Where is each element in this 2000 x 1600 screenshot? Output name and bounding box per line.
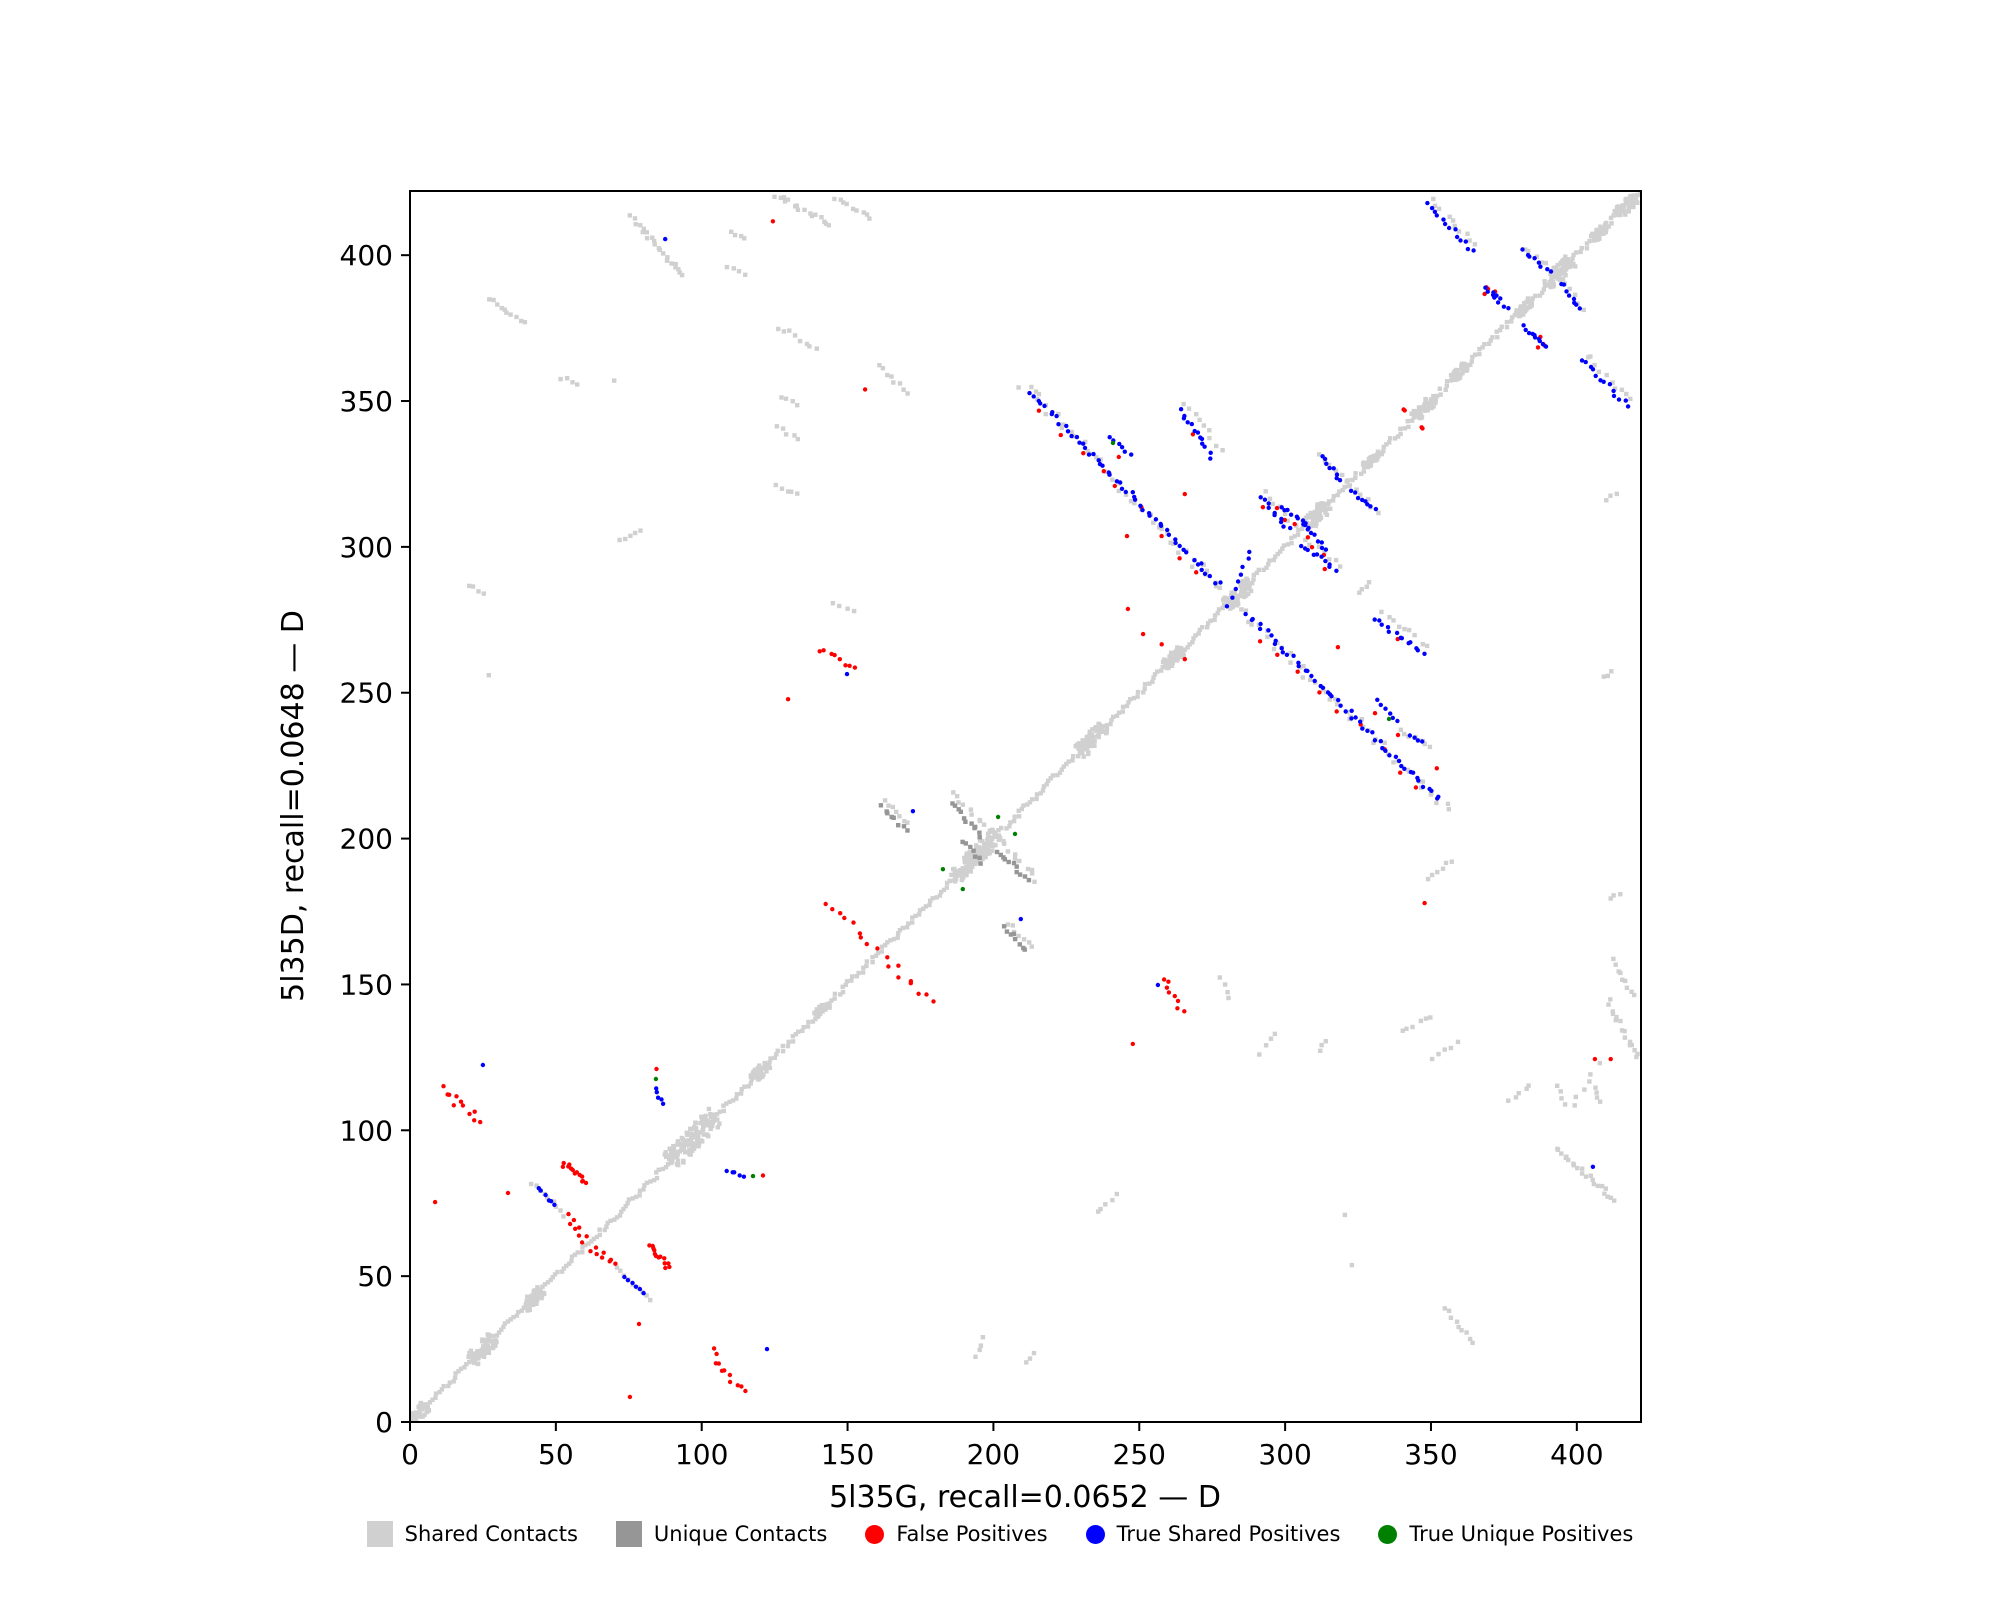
legend: Shared Contacts Unique Contacts False Posi… (0, 1521, 2000, 1547)
y-tick-label: 200 (340, 823, 393, 856)
x-tick-label: 50 (538, 1438, 574, 1471)
legend-label-unique: Unique Contacts (653, 1522, 828, 1546)
scatter-points-layer (410, 191, 1641, 1422)
series-unique (878, 801, 1032, 952)
legend-marker-tup-icon (1378, 1524, 1398, 1544)
y-axis-label: 5l35D, recall=0.0648 — D (276, 610, 311, 1002)
axis-ticks-layer: 0 50 100 150 200 250 300 350 400 0 50 100 150 200 250 3… (340, 239, 1604, 1471)
y-tick-label: 150 (340, 968, 393, 1001)
legend-label-shared: Shared Contacts (404, 1522, 578, 1546)
x-axis-label: 5l35G, recall=0.0652 — D (829, 1480, 1221, 1515)
x-tick-label: 0 (401, 1438, 419, 1471)
series-tup (653, 440, 1392, 1179)
y-tick-label: 350 (340, 385, 393, 418)
y-tick-label: 300 (340, 531, 393, 564)
legend-item-tup: True Unique Positives (1378, 1522, 1633, 1546)
legend-marker-shared-icon (366, 1521, 393, 1547)
series-fp (432, 219, 1613, 1400)
series-shared (410, 191, 1641, 1422)
legend-item-unique: Unique Contacts (615, 1521, 828, 1547)
legend-label-tup: True Unique Positives (1409, 1522, 1634, 1546)
series-tsp (480, 200, 1631, 1352)
legend-marker-fp-icon (865, 1524, 885, 1544)
legend-marker-tsp-icon (1085, 1524, 1105, 1544)
y-tick-label: 250 (340, 677, 393, 710)
y-tick-label: 400 (340, 239, 393, 272)
legend-item-fp: False Positives (865, 1522, 1048, 1546)
y-tick-label: 50 (357, 1260, 393, 1293)
plot-frame (409, 190, 1642, 1423)
x-tick-label: 400 (1550, 1438, 1603, 1471)
y-tick-label: 0 (375, 1406, 393, 1439)
legend-marker-unique-icon (615, 1521, 642, 1547)
x-tick-label: 250 (1113, 1438, 1166, 1471)
y-tick-label: 100 (340, 1114, 393, 1147)
x-tick-label: 200 (967, 1438, 1020, 1471)
legend-item-tsp: True Shared Positives (1085, 1522, 1341, 1546)
x-tick-label: 350 (1404, 1438, 1457, 1471)
x-tick-label: 300 (1258, 1438, 1311, 1471)
x-tick-label: 150 (821, 1438, 874, 1471)
legend-label-tsp: True Shared Positives (1116, 1522, 1341, 1546)
legend-item-shared: Shared Contacts (366, 1521, 578, 1547)
legend-label-fp: False Positives (896, 1522, 1048, 1546)
x-tick-label: 100 (675, 1438, 728, 1471)
